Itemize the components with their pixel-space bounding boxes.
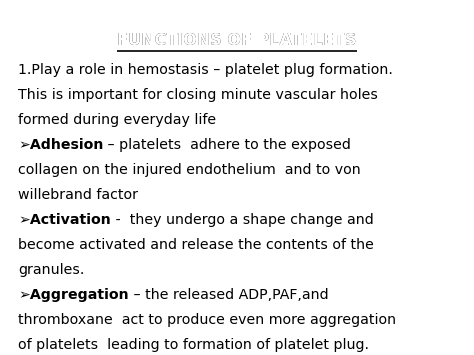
Text: formed during everyday life: formed during everyday life bbox=[18, 113, 216, 127]
Text: become activated and release the contents of the: become activated and release the content… bbox=[18, 238, 374, 252]
Text: collagen on the injured endothelium  and to von: collagen on the injured endothelium and … bbox=[18, 163, 361, 177]
Text: -  they undergo a shape change and: - they undergo a shape change and bbox=[111, 213, 374, 227]
Text: FUNCTIONS OF PLATELETS: FUNCTIONS OF PLATELETS bbox=[117, 33, 357, 48]
Text: ➢Adhesion: ➢Adhesion bbox=[18, 138, 103, 152]
Text: – the released ADP,PAF,and: – the released ADP,PAF,and bbox=[128, 288, 328, 302]
Text: – platelets  adhere to the exposed: – platelets adhere to the exposed bbox=[103, 138, 351, 152]
Text: ➢Aggregation: ➢Aggregation bbox=[18, 288, 128, 302]
Text: This is important for closing minute vascular holes: This is important for closing minute vas… bbox=[18, 88, 378, 102]
Text: 1.Play a role in hemostasis – platelet plug formation.: 1.Play a role in hemostasis – platelet p… bbox=[18, 63, 393, 77]
Text: thromboxane  act to produce even more aggregation: thromboxane act to produce even more agg… bbox=[18, 313, 396, 327]
Text: willebrand factor: willebrand factor bbox=[18, 188, 138, 202]
Text: ➢Activation: ➢Activation bbox=[18, 213, 111, 227]
Text: of platelets  leading to formation of platelet plug.: of platelets leading to formation of pla… bbox=[18, 338, 369, 352]
Text: FUNCTIONS OF PLATELETS: FUNCTIONS OF PLATELETS bbox=[117, 33, 357, 48]
Text: granules.: granules. bbox=[18, 263, 84, 277]
